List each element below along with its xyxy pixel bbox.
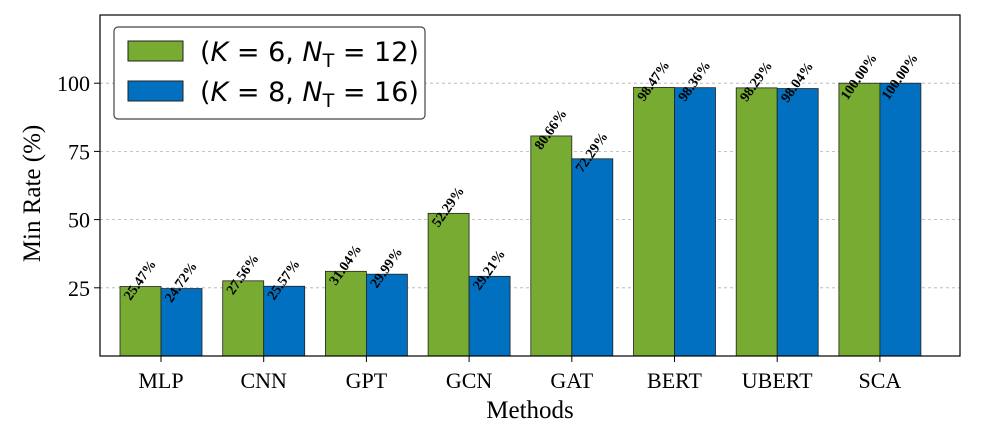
plot-frame [99,14,961,357]
bar-ubert-series-1 [735,87,778,357]
legend-n-value: 16 [374,77,408,108]
bar-gat-series-1 [530,135,573,357]
legend-box [113,26,426,120]
bar-gcn-series-1 [427,212,470,357]
legend-swatch-series-2 [127,80,184,102]
x-tick-label-sca: SCA [859,368,902,393]
bar-sca-series-2 [879,82,922,357]
bar-mlp-series-2 [160,288,203,357]
bar-bert-series-2 [674,87,716,357]
bar-gpt-series-2 [365,273,408,357]
legend-n-value: 12 [374,37,408,68]
legend-swatch-series-1 [127,40,184,62]
y-tick-label-100: 100 [57,71,90,96]
y-tick-label-25: 25 [68,276,90,301]
x-tick-label-ubert: UBERT [742,368,813,393]
x-axis-label: Methods [486,397,574,424]
x-tick-label-gat: GAT [550,368,593,393]
axis-ticks: 25 50 75 100 MLP CNN GPT GCN GAT BERT UBERT SCA [57,71,901,393]
y-axis-label: Min Rate (%) [19,125,46,262]
legend-entry-series-2: (K = 8, NT = 16) [200,77,419,112]
bars [119,82,922,357]
legend-k-value: 6 [268,37,285,68]
x-tick-label-gcn: GCN [446,368,493,393]
x-tick-label-cnn: CNN [240,368,287,393]
bar-cnn-series-2 [263,285,306,357]
legend: (K = 6, NT = 12) (K = 8, NT = 16) [113,26,426,120]
bar-gcn-series-2 [468,275,511,357]
y-tick-label-50: 50 [68,208,90,233]
y-tick-label-75: 75 [68,139,90,164]
x-tick-label-mlp: MLP [138,368,183,393]
legend-k-value: 8 [268,77,285,108]
legend-entry-series-1: (K = 6, NT = 12) [200,37,419,72]
bar-sca-series-1 [838,82,881,357]
x-tick-label-bert: BERT [647,368,702,393]
x-tick-label-gpt: GPT [346,368,388,393]
bar-ubert-series-2 [776,88,819,357]
bar-bert-series-1 [633,86,675,357]
bar-gat-series-2 [571,158,614,357]
